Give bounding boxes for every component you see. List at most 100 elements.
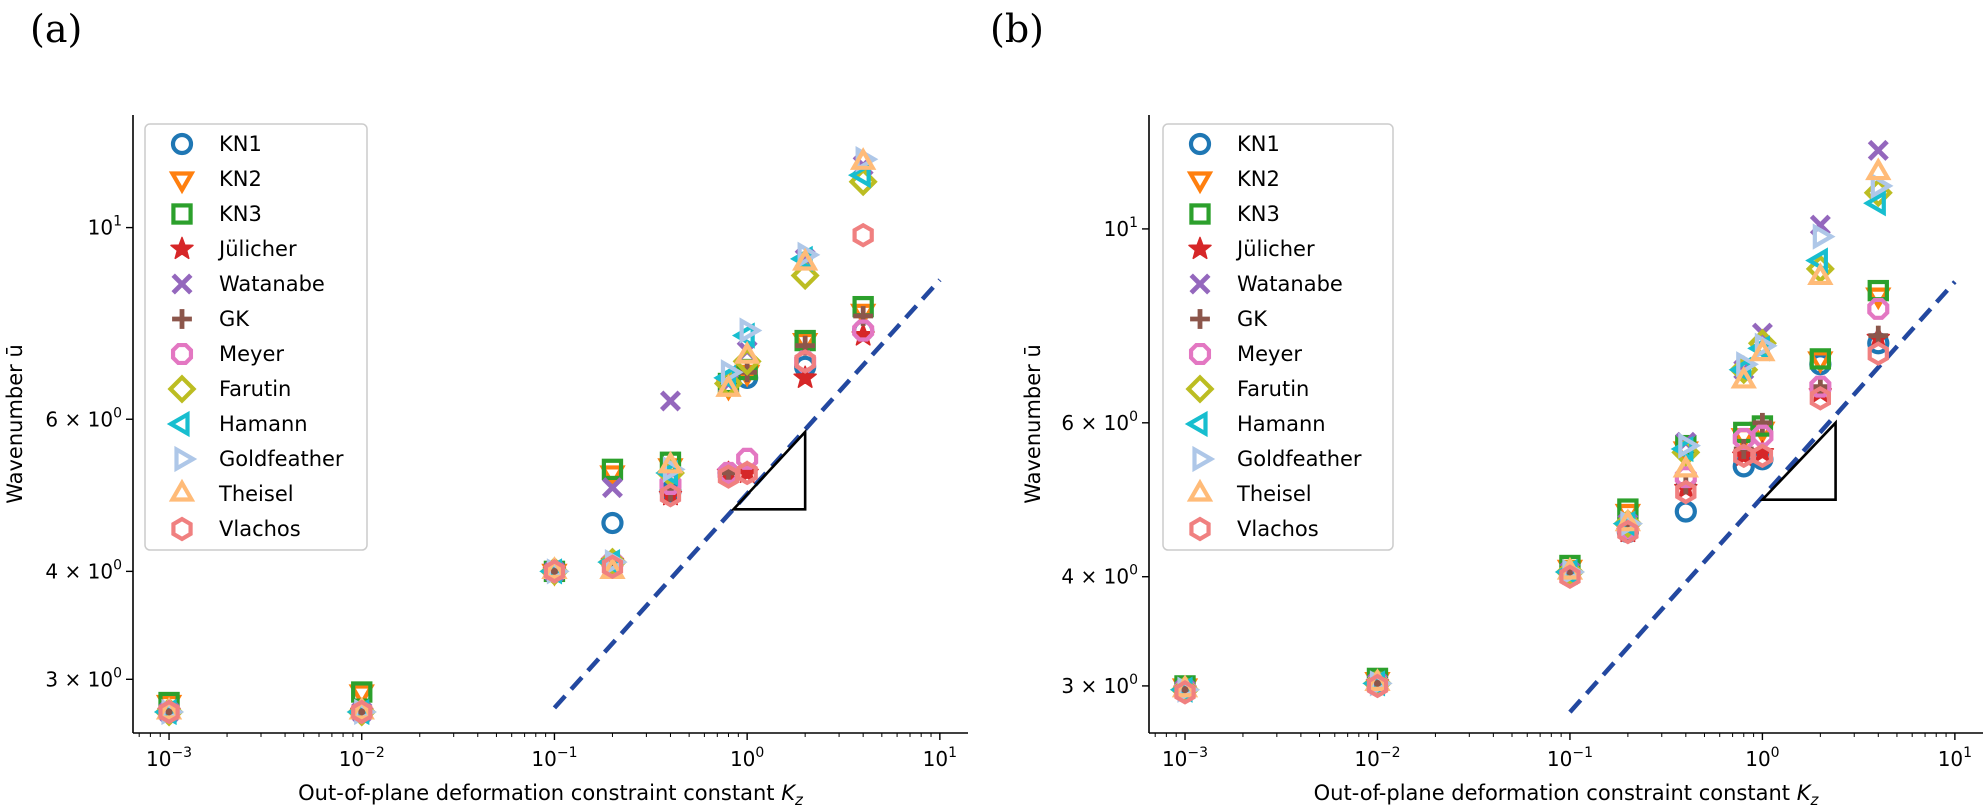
legend-label: Theisel (218, 482, 294, 506)
data-point-theisel (1614, 508, 1642, 532)
data-point-meyer (1867, 297, 1890, 320)
legend-label: Theisel (1236, 482, 1312, 506)
legend-label: Hamann (1237, 412, 1326, 436)
data-point-hamann (847, 161, 871, 189)
data-point-goldfeather (1736, 351, 1759, 378)
x-tick-label: 10−1 (1547, 745, 1593, 771)
data-point-vlachos (794, 349, 816, 374)
legend-label: Watanabe (219, 272, 325, 296)
legend-marker-theisel (1186, 478, 1214, 502)
data-point-goldfeather (1812, 223, 1836, 250)
legend-label: KN3 (1237, 202, 1280, 226)
legend-label: KN1 (219, 132, 262, 156)
legend-label: Meyer (1237, 342, 1302, 366)
y-tick-label: 6 × 100 (45, 405, 122, 431)
data-point-vlachos (1867, 341, 1889, 366)
data-point-meyer (852, 319, 875, 342)
data-point-kn3 (1809, 348, 1832, 370)
data-point-theisel (791, 247, 819, 271)
x-axis-label: Out-of-plane deformation constraint cons… (1314, 781, 1820, 809)
data-point-theisel (155, 696, 183, 720)
data-point-vlachos (1174, 679, 1196, 705)
y-axis-label: Wavenumber ū (1021, 344, 1045, 504)
legend-box (144, 123, 368, 551)
data-point-kn3 (601, 458, 624, 481)
legend-marker-vlachos (171, 516, 193, 542)
legend-label: Goldfeather (1237, 447, 1362, 471)
y-tick-label: 3 × 100 (45, 665, 122, 691)
legend-marker-vlachos (1189, 516, 1211, 542)
x-tick-label: 101 (1938, 745, 1972, 771)
data-point-theisel (1807, 262, 1834, 286)
legend-marker-kn2 (168, 171, 196, 195)
data-point-vlachos (1559, 564, 1581, 590)
data-point-hamann (1805, 247, 1828, 274)
chart-panel-a: (a) 10−3 10−2 10−1 100 101 3 × 100 4 × 100 6 × 1… (3, 7, 968, 809)
reference-dashed-line (1568, 280, 1957, 714)
y-tick-label: 4 × 100 (1061, 563, 1138, 589)
data-point-vlachos (543, 559, 566, 584)
legend-marker-kn1 (1188, 132, 1212, 156)
data-point-watanabe (1867, 139, 1889, 161)
legend-label: KN3 (219, 202, 262, 226)
legend: KN1 KN2 KN3 Jülicher Watanabe GK Meyer Farutin H… (1162, 123, 1394, 551)
legend-marker-kn2 (1186, 171, 1214, 195)
y-tick-label: 4 × 100 (45, 557, 122, 583)
legend-marker-farutin (167, 374, 197, 404)
legend-marker-kn3 (171, 203, 193, 225)
data-point-theisel (1865, 157, 1892, 181)
data-point-meyer (736, 447, 759, 470)
data-point-watanabe (659, 390, 681, 412)
legend-label: Goldfeather (219, 447, 344, 471)
data-point-kn2 (1807, 351, 1834, 375)
legend: KN1 KN2 KN3 Jülicher Watanabe GK Meyer Farutin H… (144, 123, 368, 551)
y-tick-label: 101 (1104, 215, 1138, 241)
panel-label: (a) (30, 7, 82, 51)
x-tick-label: 100 (730, 745, 764, 771)
data-point-theisel (733, 340, 761, 364)
data-point-vlachos (659, 482, 682, 508)
legend-marker-kn3 (1189, 203, 1211, 225)
data-point-theisel (541, 556, 568, 579)
legend-label: Vlachos (1237, 517, 1319, 541)
legend-label: Jülicher (217, 237, 297, 261)
data-point-kn1 (1674, 500, 1697, 523)
data-point-goldfeather (1678, 432, 1702, 459)
y-tick-label: 3 × 100 (1061, 672, 1138, 698)
x-tick-label: 10−2 (339, 745, 385, 771)
data-point-meyer (1809, 375, 1832, 398)
data-point-farutin (1805, 254, 1835, 284)
legend-label: Jülicher (1235, 237, 1315, 261)
x-tick-label: 10−3 (1162, 745, 1208, 771)
data-point-watanabe (601, 477, 623, 499)
legend-label: Farutin (1237, 377, 1309, 401)
legend-marker-julicher (1188, 236, 1212, 260)
data-point-vlachos (852, 222, 874, 248)
series-vlachos (158, 222, 874, 725)
y-tick-label: 101 (88, 214, 122, 240)
legend-marker-theisel (168, 478, 196, 502)
y-axis-label: Wavenumber ū (3, 344, 27, 504)
legend-label: KN2 (219, 167, 262, 191)
data-point-theisel (849, 147, 877, 170)
legend-marker-hamann (166, 410, 190, 438)
x-tick-label: 10−1 (531, 745, 577, 771)
chart-panel-b: (b) 10−3 10−2 10−1 100 101 3 × 100 4 × 100 6 × 1… (990, 7, 1983, 809)
x-tick-label: 10−2 (1354, 745, 1400, 771)
legend-box (1162, 123, 1394, 551)
data-point-theisel (1730, 365, 1757, 389)
legend-marker-julicher (170, 236, 194, 260)
legend-marker-watanabe (171, 273, 193, 295)
data-point-vlachos (1617, 519, 1639, 545)
data-point-kn2 (348, 684, 375, 708)
data-point-meyer (717, 461, 740, 484)
legend-label: GK (1237, 307, 1268, 331)
data-point-vlachos (736, 460, 758, 486)
legend-label: Watanabe (1237, 272, 1343, 296)
data-point-vlachos (601, 554, 624, 580)
series-vlachos (1174, 341, 1889, 705)
legend-marker-goldfeather (1192, 445, 1216, 473)
data-point-goldfeather (739, 317, 763, 344)
data-point-goldfeather (1870, 172, 1894, 200)
legend-label: KN2 (1237, 167, 1280, 191)
